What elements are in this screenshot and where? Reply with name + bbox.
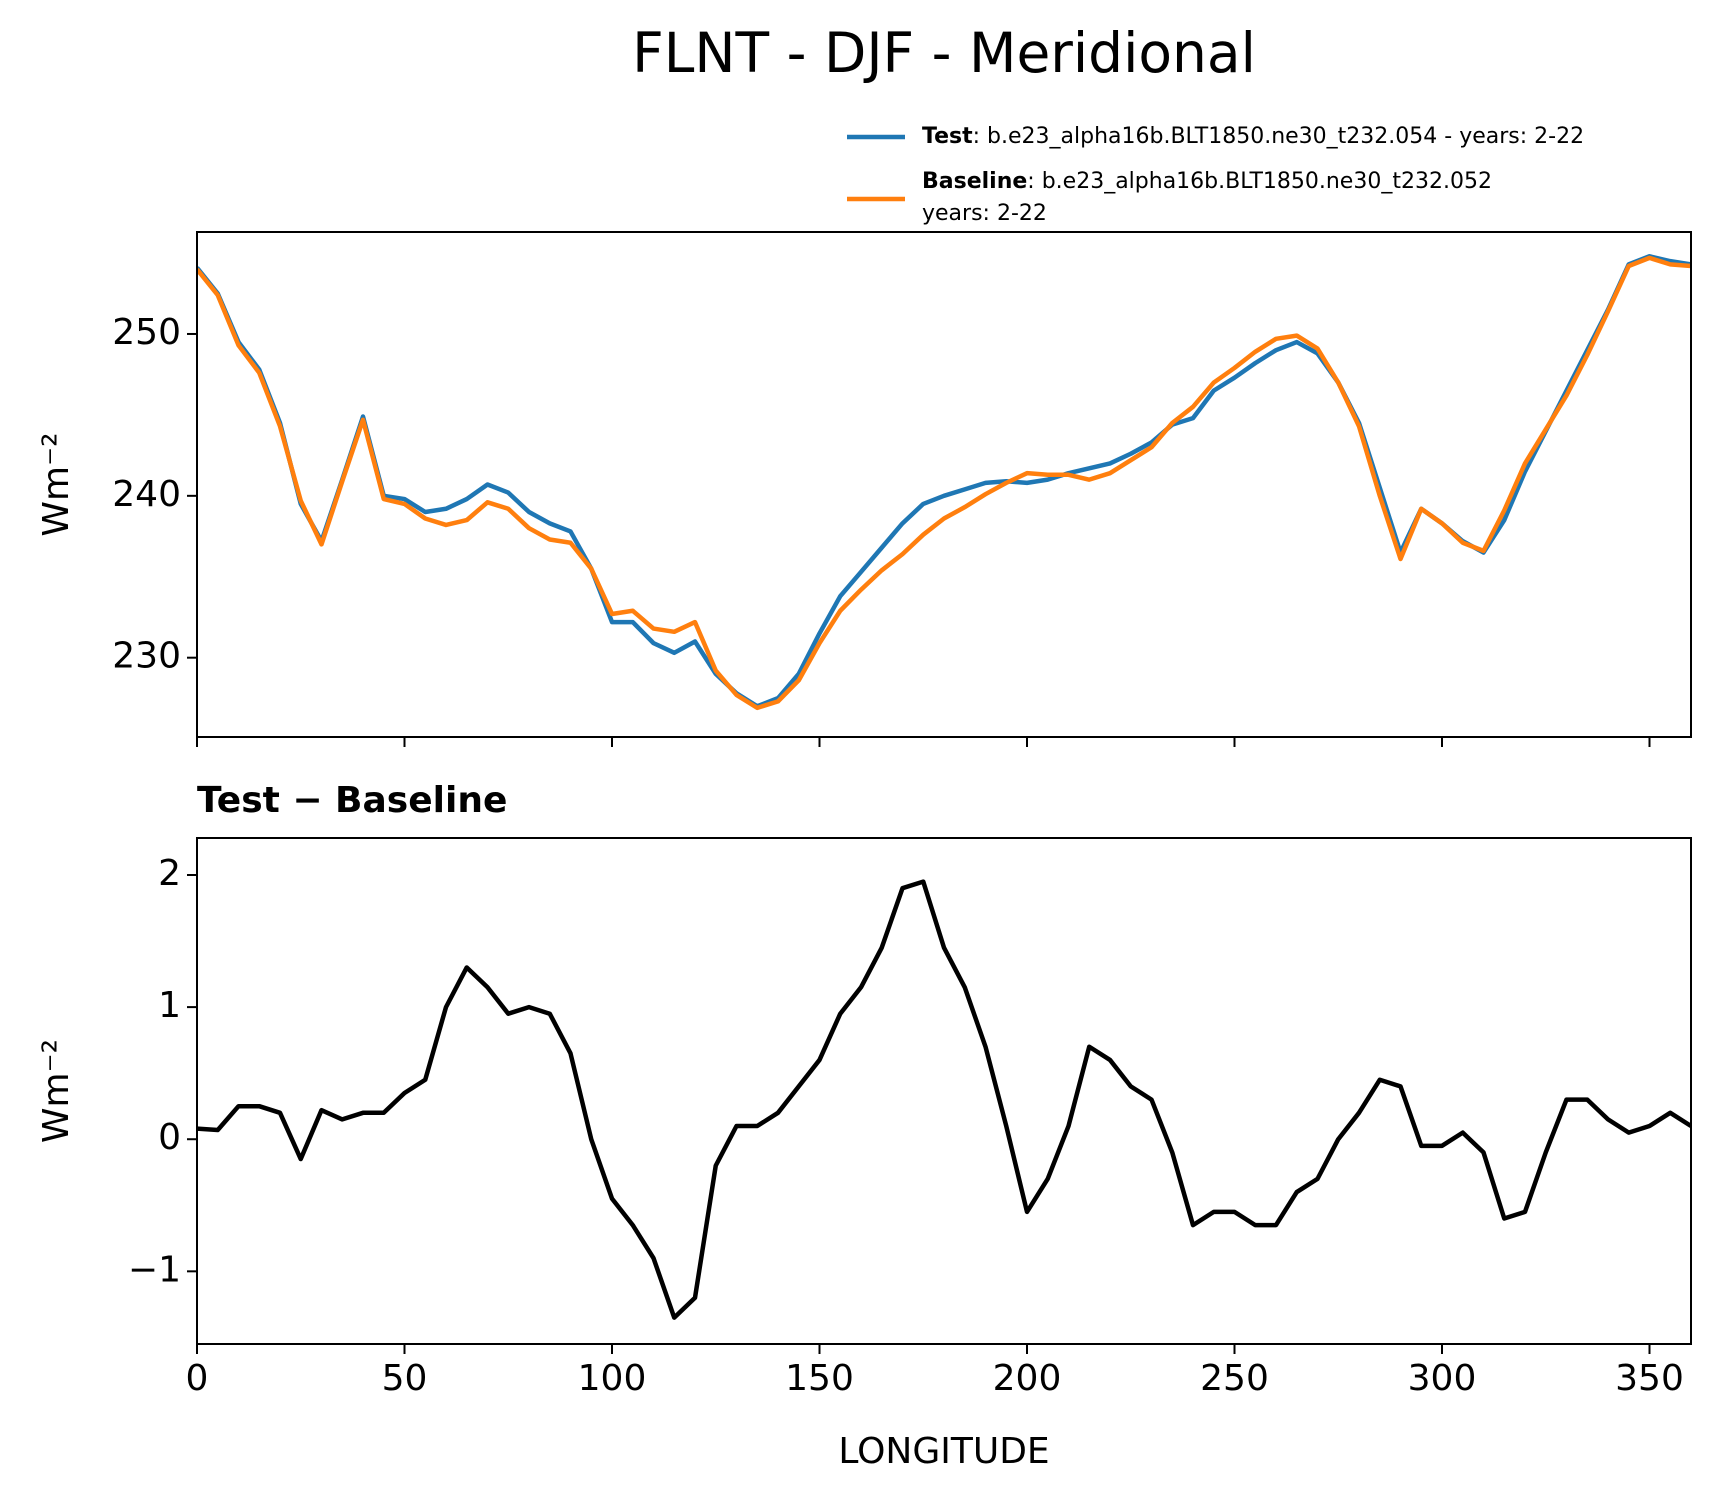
- y-tick-label: −1: [128, 1249, 181, 1290]
- x-tick-label: 0: [186, 1358, 209, 1399]
- y-tick-label: 1: [158, 985, 181, 1026]
- legend-label: Test: b.e23_alpha16b.BLT1850.ne30_t232.0…: [922, 124, 1584, 149]
- x-tick-label: 50: [382, 1358, 428, 1399]
- legend-description: : b.e23_alpha16b.BLT1850.ne30_t232.054 -…: [973, 124, 1584, 149]
- legend-name: Test: [922, 124, 973, 149]
- y-axis-label: Wm⁻²: [36, 1039, 77, 1143]
- y-tick-label: 0: [158, 1117, 181, 1158]
- y-tick-label: 2: [158, 853, 181, 894]
- panel-title: Test − Baseline: [197, 780, 507, 821]
- legend-label: Baseline: b.e23_alpha16b.BLT1850.ne30_t2…: [922, 169, 1492, 194]
- legend-name: Baseline: [922, 169, 1027, 194]
- x-tick-label: 100: [578, 1358, 647, 1399]
- legend-description: years: 2-22: [922, 201, 1047, 226]
- axes-frame: [196, 837, 1692, 1345]
- x-tick-label: 200: [993, 1358, 1062, 1399]
- axes-frame: [196, 231, 1692, 738]
- y-axis-label: Wm⁻²: [36, 432, 77, 536]
- x-tick-label: 250: [1200, 1358, 1269, 1399]
- x-tick-label: 350: [1615, 1358, 1684, 1399]
- y-tick-label: 240: [112, 474, 181, 515]
- data-line: [197, 255, 1691, 711]
- x-tick-label: 300: [1408, 1358, 1477, 1399]
- chart-title: FLNT - DJF - Meridional: [632, 21, 1256, 85]
- legend-description: : b.e23_alpha16b.BLT1850.ne30_t232.052: [1027, 169, 1492, 194]
- x-tick-label: 150: [785, 1358, 854, 1399]
- y-tick-label: 230: [112, 636, 181, 677]
- data-line: [197, 879, 1691, 1320]
- y-tick-label: 250: [112, 312, 181, 353]
- x-axis-label: LONGITUDE: [838, 1431, 1049, 1472]
